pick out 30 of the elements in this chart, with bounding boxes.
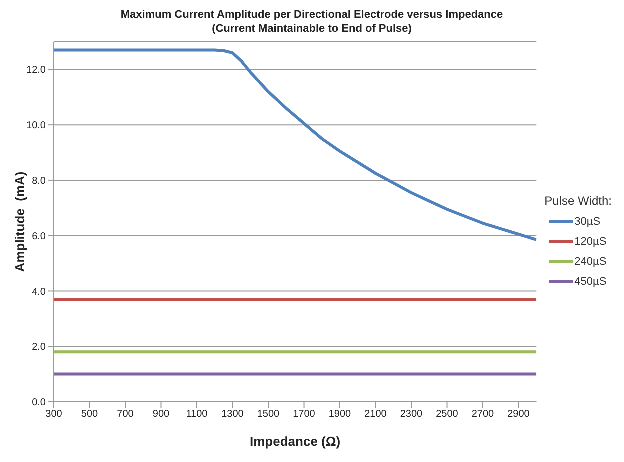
x-tick-label: 1100 <box>186 409 208 420</box>
legend-label: 240µS <box>574 256 607 268</box>
x-tick-label: 1900 <box>328 409 352 420</box>
x-tick-label: 900 <box>152 409 170 420</box>
y-axis-title: Amplitude (mA) <box>12 172 28 272</box>
y-tick-label: 12.0 <box>26 65 46 76</box>
y-tick-label: 4.0 <box>32 286 46 298</box>
y-tick-label: 6.0 <box>32 231 46 242</box>
x-axis-title: Impedance (Ω) <box>250 434 341 449</box>
y-tick-label: 2.0 <box>32 342 46 354</box>
x-tick-label: 2700 <box>472 409 495 420</box>
legend-label: 450µS <box>574 276 607 288</box>
x-tick-label: 2900 <box>508 409 530 420</box>
chart-title: Maximum Current Amplitude per Directional Electrode versus Impedance <box>120 8 504 22</box>
y-tick-label: 8.0 <box>32 176 46 188</box>
x-tick-label: 300 <box>46 409 63 420</box>
legend-label: 120µS <box>574 236 607 248</box>
x-tick-label: 1700 <box>293 409 316 420</box>
x-tick-label: 700 <box>117 409 134 420</box>
y-tick-label: 10.0 <box>26 120 46 132</box>
x-tick-label: 2100 <box>364 409 388 420</box>
x-tick-label: 1500 <box>257 409 280 420</box>
x-tick-label: 2500 <box>436 409 459 420</box>
y-tick-label: 0.0 <box>32 398 46 409</box>
legend-label: 30µS <box>574 216 601 228</box>
x-tick-label: 1300 <box>222 409 244 420</box>
chart-subtitle: (Current Maintainable to End of Pulse) <box>211 22 413 36</box>
legend-title: Pulse Width: <box>544 194 612 208</box>
x-tick-label: 2300 <box>400 409 424 420</box>
x-tick-label: 500 <box>81 409 99 420</box>
